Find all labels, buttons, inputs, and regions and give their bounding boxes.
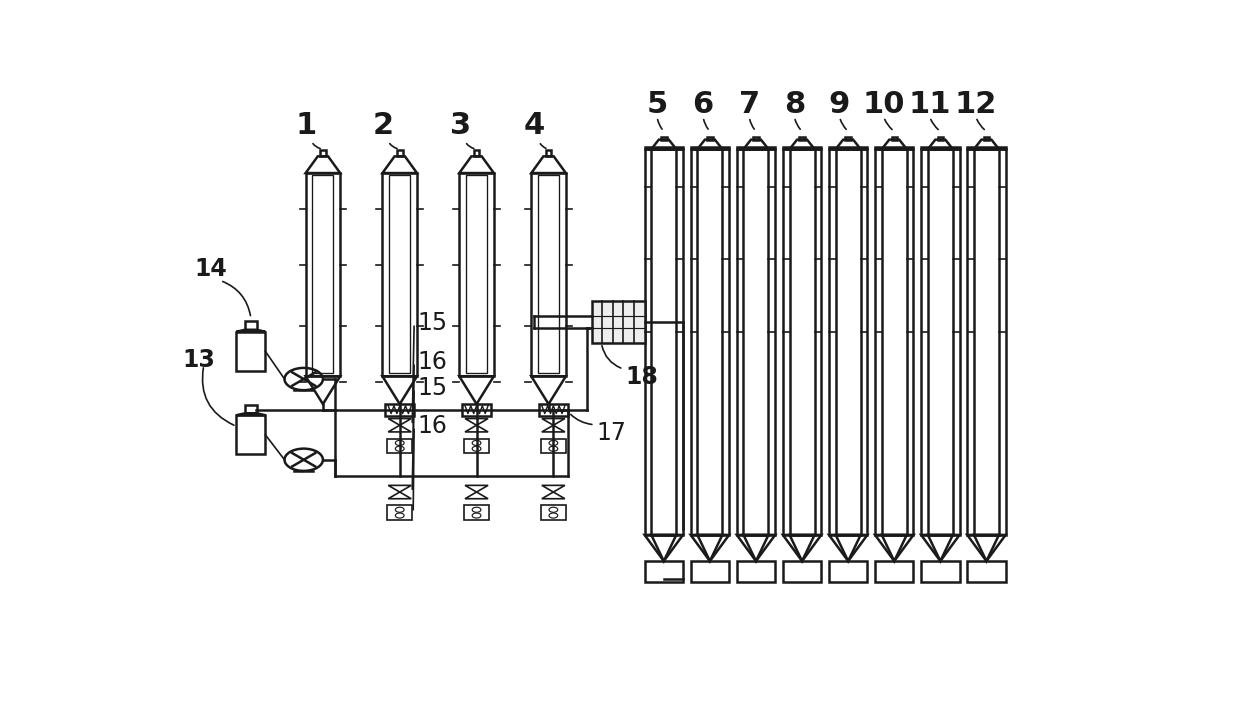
- Bar: [690, 147, 729, 149]
- Text: 13: 13: [182, 348, 216, 372]
- Bar: [829, 147, 867, 149]
- Text: 8: 8: [784, 90, 805, 119]
- Bar: [662, 137, 667, 140]
- Bar: [388, 439, 413, 453]
- Text: 5: 5: [647, 90, 668, 119]
- Text: 15: 15: [418, 312, 447, 335]
- Text: 9: 9: [829, 90, 850, 119]
- Bar: [799, 137, 805, 140]
- Text: 1: 1: [296, 111, 317, 140]
- Bar: [690, 561, 729, 582]
- Bar: [875, 561, 913, 582]
- Text: 10: 10: [862, 90, 904, 119]
- Bar: [462, 403, 491, 416]
- Bar: [473, 150, 479, 156]
- Bar: [968, 147, 1006, 149]
- Bar: [465, 439, 489, 453]
- Text: 6: 6: [693, 90, 714, 119]
- Bar: [707, 137, 712, 140]
- Text: 17: 17: [597, 421, 627, 445]
- Text: 3: 3: [450, 111, 471, 140]
- Bar: [396, 150, 403, 156]
- Bar: [545, 150, 551, 156]
- Bar: [388, 505, 413, 520]
- Bar: [592, 301, 644, 343]
- Bar: [644, 147, 683, 149]
- Text: 7: 7: [738, 90, 760, 119]
- Bar: [984, 137, 989, 140]
- Text: 14: 14: [195, 257, 227, 281]
- Bar: [968, 561, 1006, 582]
- Bar: [385, 403, 414, 416]
- Bar: [541, 505, 566, 520]
- Bar: [737, 561, 776, 582]
- Text: 11: 11: [908, 90, 952, 119]
- Bar: [753, 137, 758, 140]
- Bar: [237, 332, 265, 371]
- Bar: [737, 147, 776, 149]
- Bar: [644, 561, 683, 582]
- Bar: [541, 439, 566, 453]
- Text: 12: 12: [955, 90, 997, 119]
- Text: 18: 18: [626, 365, 658, 390]
- Text: 16: 16: [418, 414, 447, 438]
- Bar: [892, 137, 897, 140]
- Bar: [245, 321, 256, 330]
- Text: 4: 4: [524, 111, 545, 140]
- Bar: [783, 561, 821, 582]
- Bar: [465, 505, 489, 520]
- Bar: [245, 405, 256, 414]
- Bar: [237, 415, 265, 454]
- Bar: [921, 561, 959, 582]
- Bar: [783, 147, 821, 149]
- Text: 16: 16: [418, 351, 447, 375]
- Bar: [320, 150, 326, 156]
- Bar: [845, 137, 851, 140]
- Bar: [829, 561, 867, 582]
- Bar: [875, 147, 913, 149]
- Text: 15: 15: [418, 377, 447, 401]
- Bar: [938, 137, 943, 140]
- Bar: [539, 403, 567, 416]
- Bar: [921, 147, 959, 149]
- Text: 2: 2: [373, 111, 394, 140]
